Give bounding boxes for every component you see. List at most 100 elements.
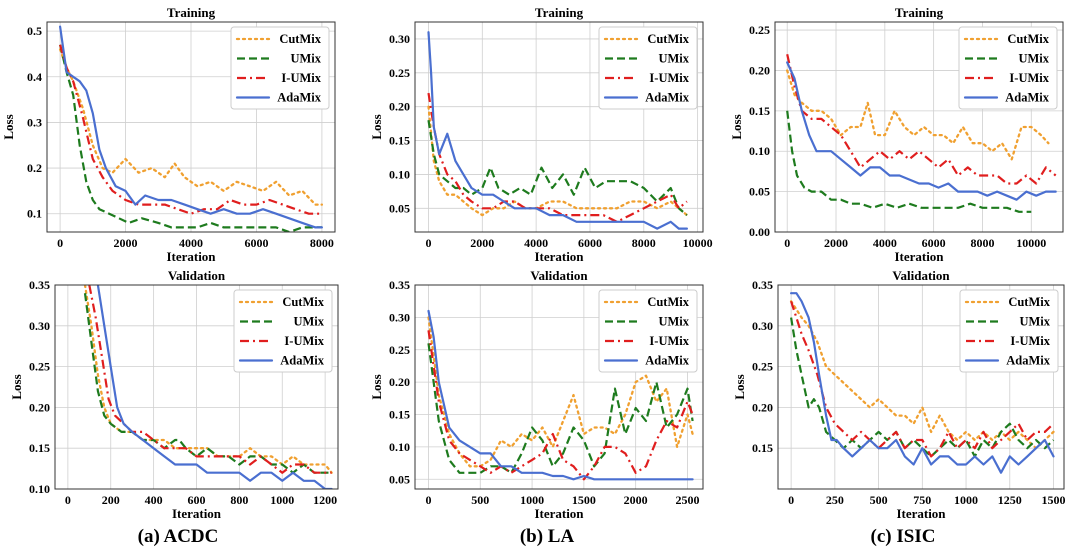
x-tick-label: 8000 <box>310 236 334 250</box>
x-tick-label: 1000 <box>520 493 544 507</box>
x-tick-label: 2000 <box>470 236 494 250</box>
legend-box <box>230 26 330 110</box>
x-tick-label: 1250 <box>998 493 1022 507</box>
chart-panel-0: 0 2000 4000 6000 8000 0.1 0.2 0.3 0.4 0.5 Training… <box>1 5 336 264</box>
y-tick-label: 0.25 <box>389 66 410 80</box>
chart-panel-4: 0 500 1000 1500 2000 2500 0.05 0.10 0.15 0.20 0.25… <box>369 268 704 521</box>
x-tick-label: 750 <box>913 493 931 507</box>
legend-label: UMix <box>293 315 324 329</box>
legend-label: UMix <box>658 52 689 66</box>
chart-title: Training <box>167 5 216 20</box>
x-tick-label: 250 <box>826 493 844 507</box>
plot-frame <box>46 21 336 233</box>
chart-panel-1: 0 2000 4000 6000 8000 10000 0.05 0.10 0.15 0.20 0.… <box>369 5 713 264</box>
x-tick-label: 1200 <box>313 493 337 507</box>
y-tick-label: 0.20 <box>389 100 410 114</box>
legend-label: CutMix <box>647 32 689 46</box>
series-line-adamix <box>427 309 694 481</box>
y-axis-label: Loss <box>729 114 744 139</box>
x-tick-label: 1500 <box>572 493 596 507</box>
y-tick-label: 0.05 <box>389 472 410 486</box>
y-axis-label: Loss <box>1 114 16 139</box>
x-tick-label: 400 <box>145 493 163 507</box>
legend-label: AdaMix <box>1005 91 1050 105</box>
chart-panel-5: 0 250 500 750 1000 1250 1500 0.15 0.20 0.25 0.30 0.… <box>732 268 1066 521</box>
x-tick-label: 1000 <box>270 493 294 507</box>
legend-label: UMix <box>658 315 689 329</box>
x-tick-label: 10000 <box>1016 236 1046 250</box>
series-line-umix <box>786 110 1032 213</box>
series-line-adamix <box>789 292 1055 474</box>
y-tick-label: 0.15 <box>389 408 410 422</box>
legend-label: I-UMix <box>1010 334 1050 348</box>
plot-frame <box>777 284 1065 490</box>
chart-title: Validation <box>892 268 950 283</box>
y-tick-label: 0.10 <box>389 167 410 181</box>
y-tick-label: 0.20 <box>752 400 773 414</box>
chart-panels: 0 2000 4000 6000 80000.10.20.30.40.5Training… <box>1 5 1066 521</box>
x-tick-label: 2500 <box>675 493 699 507</box>
y-tick-label: 0.00 <box>749 225 770 239</box>
x-tick-label: 2000 <box>624 493 648 507</box>
plot-frame <box>54 284 339 490</box>
series-line-umix <box>59 44 322 232</box>
x-tick-label: 0 <box>65 493 71 507</box>
x-axis-label: Iteration <box>534 249 584 264</box>
legend-box <box>598 26 698 110</box>
series-line-umix <box>427 343 694 474</box>
x-tick-label: 500 <box>870 493 888 507</box>
x-tick-label: 4000 <box>179 236 203 250</box>
y-tick-label: 0.10 <box>749 144 770 158</box>
series-line-i-umix <box>790 300 1055 458</box>
x-tick-label: 500 <box>471 493 489 507</box>
x-tick-label: 4000 <box>524 236 548 250</box>
legend: CutMix UMix I-UMix AdaMix <box>598 289 698 373</box>
series-line-i-umix <box>88 285 332 474</box>
x-tick-label: 0 <box>788 493 794 507</box>
x-tick-label: 2000 <box>114 236 138 250</box>
legend: CutMix UMix I-UMix AdaMix <box>230 26 330 110</box>
caption-acdc: (a) ACDC <box>138 526 219 547</box>
y-axis-label: Loss <box>369 374 384 399</box>
x-tick-label: 6000 <box>578 236 602 250</box>
chart-panel-2: 0 2000 4000 6000 8000 10000 0.00 0.05 0.10 0.15 0.… <box>729 5 1064 264</box>
y-tick-label: 0.15 <box>752 441 773 455</box>
x-tick-label: 6000 <box>922 236 946 250</box>
y-tick-label: 0.10 <box>29 482 50 496</box>
y-tick-label: 0.15 <box>389 134 410 148</box>
y-tick-label: 0.20 <box>29 400 50 414</box>
y-tick-label: 0.05 <box>749 185 770 199</box>
series-line-adamix <box>58 25 323 229</box>
y-tick-label: 0.30 <box>389 310 410 324</box>
y-axis-label: Loss <box>9 374 24 399</box>
legend-box <box>233 289 333 373</box>
legend: CutMix UMix I-UMix AdaMix <box>233 289 333 373</box>
x-axis-label: Iteration <box>896 506 946 521</box>
legend-label: AdaMix <box>645 91 690 105</box>
x-axis-label: Iteration <box>172 506 222 521</box>
x-tick-label: 200 <box>102 493 120 507</box>
series-line-adamix <box>427 31 689 230</box>
y-tick-label: 0.15 <box>749 104 770 118</box>
legend-label: CutMix <box>1007 32 1049 46</box>
x-axis-label: Iteration <box>894 249 944 264</box>
plot-frame <box>774 21 1064 233</box>
legend-label: CutMix <box>647 295 689 309</box>
x-tick-label: 0 <box>425 236 431 250</box>
legend-label: CutMix <box>279 32 321 46</box>
series-line-adamix <box>786 61 1057 201</box>
x-tick-label: 10000 <box>683 236 713 250</box>
y-tick-label: 0.5 <box>27 24 42 38</box>
x-tick-label: 8000 <box>970 236 994 250</box>
series-line-i-umix <box>59 44 322 215</box>
chart-title: Validation <box>168 268 226 283</box>
x-tick-label: 800 <box>230 493 248 507</box>
series-line-cutmix <box>786 69 1050 161</box>
legend-label: I-UMix <box>1009 71 1049 85</box>
y-tick-label: 0.35 <box>752 278 773 292</box>
y-tick-label: 0.10 <box>389 440 410 454</box>
legend-label: UMix <box>1018 52 1049 66</box>
x-tick-label: 2000 <box>824 236 848 250</box>
